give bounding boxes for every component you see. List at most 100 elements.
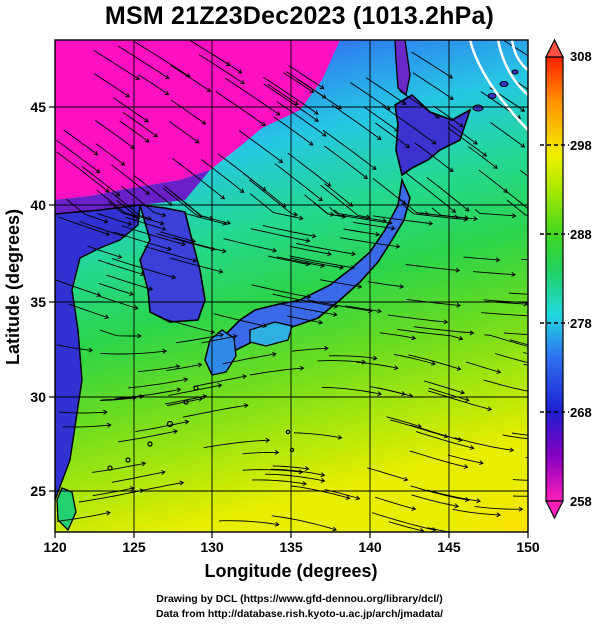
streamline (474, 505, 523, 510)
streamline-arrowhead (487, 406, 493, 412)
streamline-arrowhead (495, 257, 501, 263)
streamline (111, 471, 165, 483)
streamline-arrowhead (428, 220, 434, 226)
streamline-arrowhead (454, 214, 459, 220)
streamline-arrowhead (371, 165, 377, 170)
streamline-arrowhead (350, 264, 356, 270)
lon-tick-label: 150 (516, 539, 540, 555)
streamline (379, 332, 416, 339)
streamline-arrowhead (582, 455, 586, 459)
streamline (92, 487, 135, 497)
streamline (100, 350, 167, 355)
streamline (388, 521, 424, 532)
streamline-arrowhead (141, 461, 147, 467)
streamline-arrowhead (120, 161, 126, 166)
streamline-arrowhead (496, 369, 502, 374)
streamline-arrowhead (129, 291, 134, 296)
streamline-arrowhead (181, 241, 187, 247)
streamline-arrowhead (226, 220, 231, 226)
streamline-arrowhead (479, 460, 484, 466)
streamline (512, 479, 528, 481)
streamline-arrowhead (197, 362, 203, 368)
streamline-arrowhead (175, 364, 181, 370)
streamline (288, 65, 325, 89)
streamline (138, 74, 169, 95)
streamline-arrowhead (337, 434, 343, 440)
streamline (172, 157, 225, 200)
streamline-arrowhead (355, 495, 361, 501)
streamline (423, 380, 465, 394)
streamline-arrowhead (454, 503, 460, 509)
streamline-arrowhead (443, 319, 449, 325)
streamline (128, 378, 188, 389)
streamline (504, 40, 528, 57)
streamline (408, 354, 461, 370)
lat-tick-label: 35 (30, 294, 46, 310)
streamline (62, 424, 111, 428)
streamline-arrowhead (321, 132, 327, 137)
streamline-arrowhead (318, 319, 324, 325)
streamline-arrowhead (449, 167, 454, 173)
streamline (399, 90, 440, 119)
streamline-arrowhead (339, 265, 344, 270)
streamline-arrowhead (464, 497, 470, 503)
streamline-arrowhead (239, 188, 245, 194)
streamline-arrowhead (319, 84, 325, 90)
streamline (162, 317, 215, 333)
streamline-arrowhead (185, 73, 191, 78)
streamline (169, 121, 200, 144)
streamline-arrowhead (377, 308, 382, 314)
credits-data-source: Data from http://database.rish.kyoto-u.a… (155, 608, 444, 620)
streamline-arrowhead (217, 383, 223, 389)
streamline-arrowhead (388, 220, 393, 226)
streamline (250, 228, 310, 242)
streamline (512, 495, 528, 497)
streamline (274, 163, 323, 201)
streamline-arrowhead (456, 365, 462, 371)
streamline-arrowhead (221, 248, 227, 254)
streamline (333, 209, 387, 222)
streamline (156, 233, 215, 251)
streamline (55, 279, 101, 297)
streamline (188, 40, 231, 66)
streamline-arrowhead (448, 74, 454, 79)
streamline (404, 205, 468, 221)
streamline (410, 485, 469, 501)
colorbar-min-arrow (545, 500, 564, 520)
streamline (238, 130, 283, 163)
streamline (97, 213, 132, 226)
streamline (111, 258, 176, 279)
lon-tick-label: 125 (122, 539, 146, 555)
streamline (317, 360, 366, 363)
streamline (170, 99, 206, 125)
streamline (502, 434, 528, 440)
streamline-arrowhead (139, 271, 145, 277)
streamline-arrowhead (411, 335, 417, 341)
streamline-arrowhead (511, 213, 517, 219)
streamline (484, 334, 528, 347)
colorbar-tick-label: 288 (570, 227, 592, 242)
streamline-arrowhead (579, 361, 583, 365)
streamline-arrowhead (351, 251, 357, 257)
streamline (166, 363, 202, 372)
streamline (343, 228, 380, 236)
streamline (474, 209, 516, 217)
streamline-arrowhead (171, 274, 177, 280)
streamline (406, 298, 461, 306)
streamline (111, 192, 152, 220)
streamline (353, 221, 395, 230)
streamline (286, 315, 323, 324)
streamline-arrowhead (464, 397, 470, 402)
wind-streamlines (55, 40, 586, 532)
streamline (198, 54, 245, 85)
streamline-arrowhead (375, 231, 381, 237)
streamline-arrowhead (332, 311, 338, 317)
streamline (135, 421, 189, 433)
streamline (433, 105, 464, 128)
streamline (193, 375, 247, 388)
streamline-arrowhead (401, 391, 406, 396)
streamline (494, 353, 528, 364)
streamline (215, 91, 266, 126)
streamline-arrowhead (201, 120, 207, 125)
streamline-arrowhead (455, 267, 461, 273)
